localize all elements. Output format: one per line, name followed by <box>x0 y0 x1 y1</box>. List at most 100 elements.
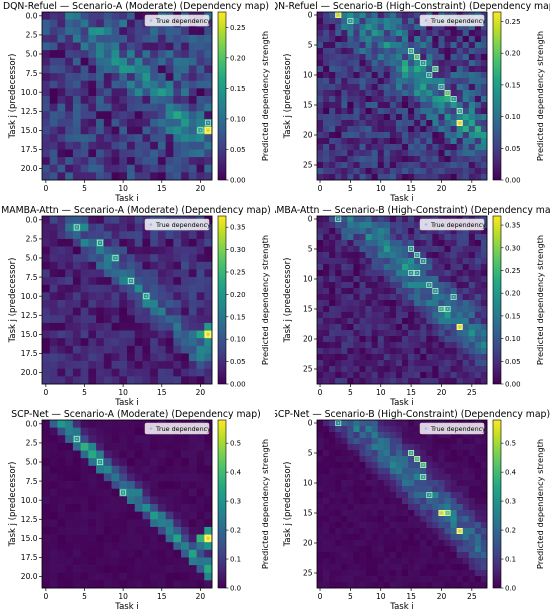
heatmap-cell <box>181 496 190 505</box>
heatmap-cell <box>359 60 366 67</box>
heatmap-cell <box>329 96 336 103</box>
heatmap-cell <box>173 88 182 97</box>
heatmap-cell <box>426 342 433 349</box>
heatmap-cell <box>196 481 205 490</box>
chart-title: SCP-Net — Scenario-B (High-Constraint) (… <box>275 409 550 420</box>
heatmap-cell <box>456 66 464 73</box>
heatmap-cell <box>57 315 66 324</box>
heatmap-cell <box>103 549 112 558</box>
heatmap-cell <box>426 114 433 121</box>
heatmap-cell <box>474 90 482 97</box>
heatmap-panel-4: MAMBA-Attn — Scenario-B (High-Constraint… <box>275 205 550 406</box>
heatmap-cell <box>347 420 354 427</box>
heatmap-cell <box>395 486 403 493</box>
heatmap-cell <box>456 90 464 97</box>
heatmap-cell <box>65 526 74 535</box>
heatmap-cell <box>335 528 342 535</box>
heatmap-cell <box>317 264 324 271</box>
heatmap-cell <box>96 19 105 28</box>
heatmap-cell <box>65 427 74 436</box>
heatmap-cell <box>353 60 360 67</box>
heatmap-cell <box>408 294 415 301</box>
heatmap-cell <box>188 126 197 135</box>
heatmap-cell <box>188 511 197 520</box>
heatmap-cell <box>395 78 403 85</box>
heatmap-cell <box>480 42 488 49</box>
heatmap-cell <box>408 378 415 385</box>
heatmap-cell <box>432 114 439 121</box>
heatmap-cell <box>317 516 324 523</box>
heatmap-cell <box>196 134 205 143</box>
heatmap-cell <box>165 254 174 263</box>
heatmap-cell <box>204 269 213 278</box>
heatmap-cell <box>96 511 105 520</box>
heatmap-cell <box>402 120 409 127</box>
heatmap-cell <box>323 528 330 535</box>
heatmap-cell <box>377 96 385 103</box>
heatmap-cell <box>395 540 403 547</box>
heatmap-cell <box>395 306 403 313</box>
heatmap-cell <box>157 80 166 89</box>
y-tick-label: 0 <box>308 215 313 224</box>
heatmap-cell <box>395 504 403 511</box>
heatmap-cell <box>181 435 190 444</box>
heatmap-cell <box>188 134 197 143</box>
heatmap-cell <box>377 342 385 349</box>
heatmap-cell <box>402 492 409 499</box>
heatmap-cell <box>341 42 348 49</box>
heatmap-cell <box>134 338 143 347</box>
heatmap-cell <box>173 134 182 143</box>
heatmap-cell <box>142 111 151 120</box>
heatmap-cell <box>341 576 348 583</box>
heatmap-cell <box>103 353 112 362</box>
heatmap-cell <box>359 108 366 115</box>
heatmap-cell <box>462 558 470 565</box>
heatmap-cell <box>462 84 470 91</box>
true-dependency-dot <box>207 537 210 540</box>
heatmap-cell <box>408 90 415 97</box>
heatmap-cell <box>323 126 330 133</box>
heatmap-cell <box>196 65 205 74</box>
heatmap-cell <box>96 580 105 589</box>
heatmap-cell <box>142 73 151 82</box>
heatmap-cell <box>103 12 112 20</box>
heatmap-cell <box>150 549 159 558</box>
heatmap-cell <box>150 511 159 520</box>
heatmap-cell <box>49 496 58 505</box>
heatmap-cell <box>329 540 336 547</box>
x-tick-label: 0 <box>318 592 323 601</box>
heatmap-cell <box>142 246 151 255</box>
heatmap-cell <box>450 144 457 151</box>
heatmap-cell <box>88 330 97 339</box>
heatmap-cell <box>377 360 385 367</box>
heatmap-cell <box>408 114 415 121</box>
heatmap-cell <box>450 258 457 265</box>
heatmap-cell <box>462 156 470 163</box>
heatmap-cell <box>188 519 197 528</box>
heatmap-cell <box>103 307 112 316</box>
heatmap-cell <box>119 149 128 158</box>
heatmap-cell <box>420 78 427 85</box>
heatmap-cell <box>408 60 415 67</box>
heatmap-cell <box>49 315 58 324</box>
heatmap-cell <box>329 306 336 313</box>
heatmap-cell <box>456 444 464 451</box>
heatmap-cell <box>389 66 397 73</box>
heatmap-cell <box>420 312 427 319</box>
heatmap-cell <box>335 300 342 307</box>
x-tick-label: 15 <box>406 388 416 397</box>
heatmap-cell <box>389 354 397 361</box>
heatmap-cell <box>395 300 403 307</box>
heatmap-cell <box>408 96 415 103</box>
heatmap-cell <box>88 322 97 331</box>
heatmap-cell <box>474 438 482 445</box>
plot-frame <box>41 11 213 181</box>
heatmap-cell <box>395 54 403 61</box>
heatmap-cell <box>204 80 213 89</box>
heatmap-cell <box>371 492 379 499</box>
heatmap-cell <box>317 144 324 151</box>
heatmap-cell <box>468 24 476 31</box>
heatmap-cell <box>150 238 159 247</box>
heatmap-cell <box>96 50 105 59</box>
heatmap-cell <box>142 504 151 512</box>
